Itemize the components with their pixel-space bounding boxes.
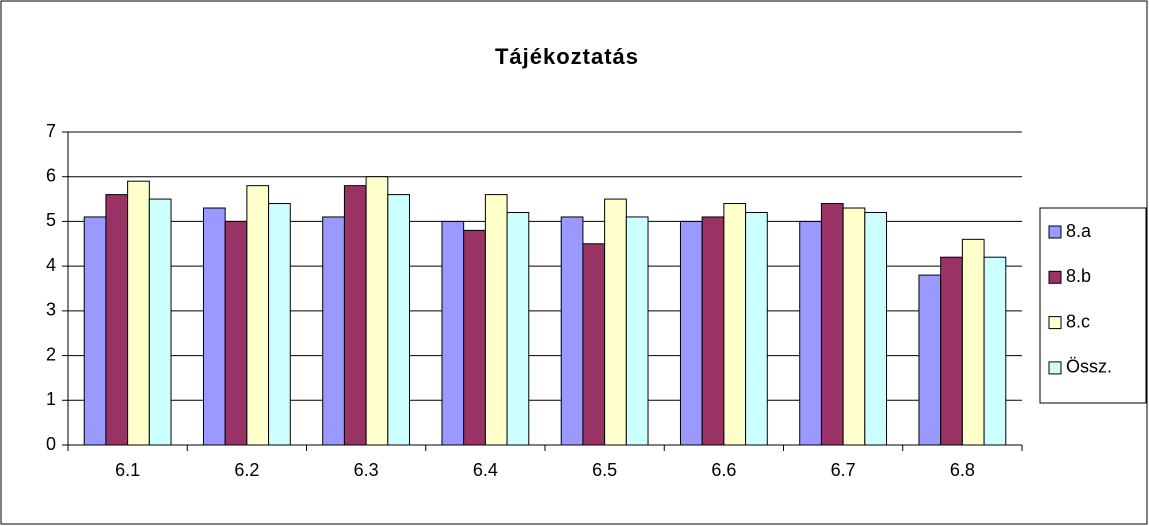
bar xyxy=(387,194,411,446)
x-tick-label: 6.7 xyxy=(831,460,856,480)
bar xyxy=(246,185,270,446)
bar xyxy=(918,274,942,446)
legend-label: 8.a xyxy=(1066,221,1092,241)
x-tick-label: 6.8 xyxy=(950,460,975,480)
bar xyxy=(983,256,1007,446)
x-tick-label: 6.3 xyxy=(354,460,379,480)
bar xyxy=(799,220,822,446)
bar xyxy=(202,207,226,446)
bar xyxy=(701,216,725,446)
bar xyxy=(506,211,530,446)
legend-swatch xyxy=(1048,361,1062,375)
bar xyxy=(322,216,345,446)
bar xyxy=(582,243,606,446)
y-tick-label: 2 xyxy=(46,344,56,364)
bar xyxy=(441,220,465,446)
chart-title: Tájékoztatás xyxy=(495,44,639,69)
bar xyxy=(105,194,129,446)
bar xyxy=(148,198,172,446)
x-tick-label: 6.5 xyxy=(592,460,617,480)
y-tick-label: 4 xyxy=(46,255,56,275)
bar xyxy=(484,194,508,446)
bar xyxy=(463,229,486,446)
bar xyxy=(560,216,584,446)
bar xyxy=(940,256,963,446)
bar xyxy=(961,238,985,446)
bar xyxy=(625,216,649,446)
legend-swatch xyxy=(1048,225,1062,239)
x-tick-label: 6.4 xyxy=(473,460,498,480)
legend-swatch xyxy=(1048,316,1062,330)
legend-swatch xyxy=(1048,270,1062,284)
bar xyxy=(864,211,888,446)
bar xyxy=(127,180,150,446)
bar xyxy=(268,203,291,446)
legend-label: 8.c xyxy=(1066,311,1090,331)
x-tick-label: 6.1 xyxy=(115,460,140,480)
bar xyxy=(820,203,844,446)
y-tick-label: 1 xyxy=(46,389,56,409)
bar xyxy=(224,220,248,446)
legend-label: 8.b xyxy=(1066,266,1091,286)
y-tick-label: 5 xyxy=(46,210,56,230)
bar xyxy=(745,211,768,446)
bar xyxy=(83,216,107,446)
bar xyxy=(365,176,389,446)
y-tick-label: 3 xyxy=(46,300,56,320)
bar xyxy=(604,198,627,446)
x-tick-label: 6.6 xyxy=(711,460,736,480)
y-tick-label: 0 xyxy=(46,434,56,454)
bar xyxy=(343,185,367,446)
x-tick-label: 6.2 xyxy=(234,460,259,480)
bar xyxy=(842,207,866,446)
bar xyxy=(723,203,747,446)
y-tick-label: 7 xyxy=(46,121,56,141)
bar xyxy=(679,220,703,446)
legend-label: Össz. xyxy=(1066,357,1112,377)
y-tick-label: 6 xyxy=(46,165,56,185)
